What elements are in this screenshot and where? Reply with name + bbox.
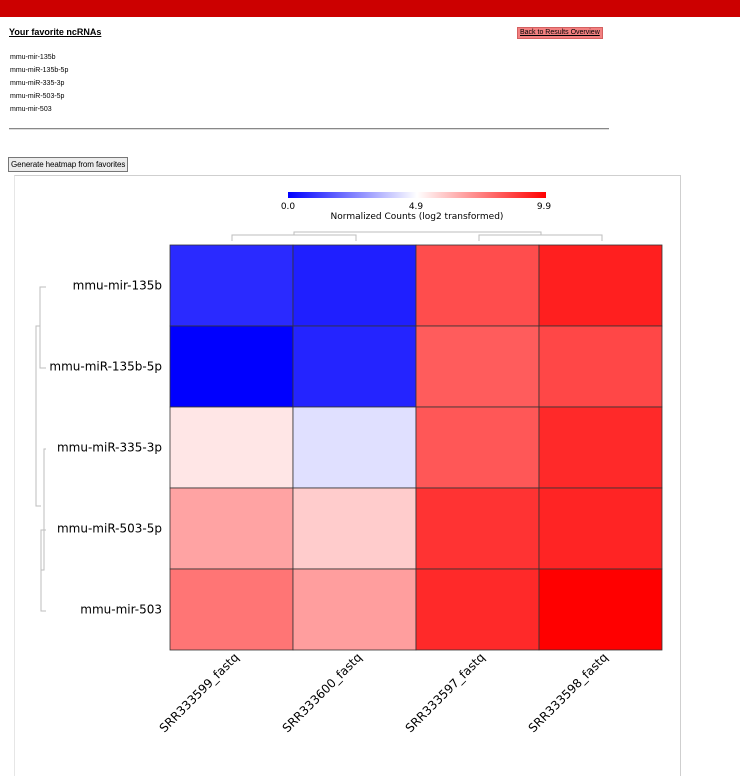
heatmap-cell [538,487,663,570]
heatmap-cell [169,568,294,651]
heatmap-cell [292,568,417,651]
heatmap-cell [169,487,294,570]
colorbar-tick-max: 9.9 [537,202,552,212]
generate-heatmap-button[interactable]: Generate heatmap from favorites [8,157,129,172]
heatmap-cell [292,487,417,570]
row-label: mmu-mir-135b [73,279,162,293]
heatmap-cell [169,244,294,327]
row-label: mmu-mir-503 [80,603,162,617]
column-label: SRR333598_fastq [526,650,611,735]
favorite-item[interactable]: mmu-miR-503-5p [10,93,65,100]
favorite-item[interactable]: mmu-miR-135b-5p [10,67,69,74]
colorbar-label: Normalized Counts (log2 transformed) [331,212,504,222]
column-label: SRR333599_fastq [157,650,242,735]
column-label: SRR333597_fastq [403,650,488,735]
heatmap-panel: 0.0 4.9 9.9 Normalized Counts (log2 tran… [14,175,681,776]
heatmap-cell [415,487,540,570]
row-label: mmu-miR-335-3p [57,441,162,455]
row-label: mmu-miR-135b-5p [49,360,162,374]
favorite-item[interactable]: mmu-miR-335-3p [10,80,65,87]
section-divider [9,128,609,130]
row-labels: mmu-mir-135b mmu-miR-135b-5p mmu-miR-335-3… [49,279,162,617]
favorite-item[interactable]: mmu-mir-503 [10,106,52,113]
row-label: mmu-miR-503-5p [57,522,162,536]
heatmap-cell [538,325,663,408]
heatmap-cell [292,325,417,408]
heatmap-cell [415,325,540,408]
colorbar-gradient [288,192,546,198]
heatmap-cell [538,406,663,489]
column-dendrogram [231,231,603,241]
heatmap-cell [169,325,294,408]
heatmap-cell [415,244,540,327]
heatmap-cell [415,568,540,651]
heatmap-cells [169,244,663,651]
favorite-item[interactable]: mmu-mir-135b [10,54,56,61]
colorbar-tick-mid: 4.9 [409,202,424,212]
heatmap-cell [415,406,540,489]
favorites-title: Your favorite ncRNAs [9,27,102,37]
heatmap-cell [538,244,663,327]
column-labels: SRR333599_fastq SRR333600_fastq SRR333597_… [157,650,611,735]
heatmap-cell [292,244,417,327]
favorites-list: mmu-mir-135b mmu-miR-135b-5p mmu-miR-335… [10,53,68,118]
heatmap-cell [292,406,417,489]
column-label: SRR333600_fastq [280,650,365,735]
heatmap-cell [538,568,663,651]
heatmap-cell [169,406,294,489]
back-to-results-button[interactable]: Back to Results Overview [517,27,603,39]
colorbar-tick-min: 0.0 [281,202,296,212]
top-banner [0,0,740,17]
row-dendrogram [35,286,46,612]
heatmap-chart: 0.0 4.9 9.9 Normalized Counts (log2 tran… [35,192,663,735]
